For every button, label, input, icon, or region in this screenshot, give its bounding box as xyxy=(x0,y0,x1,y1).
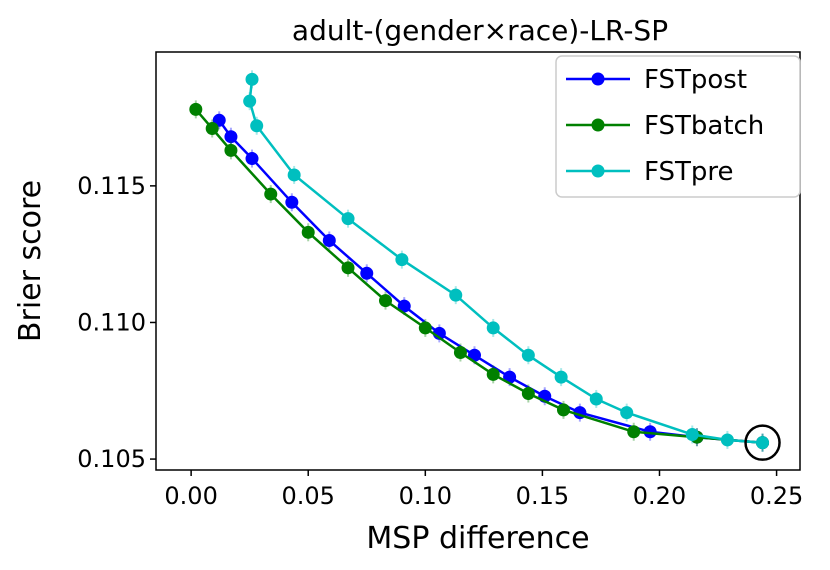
chart-title: adult-(gender×race)-LR-SP xyxy=(292,14,668,47)
y-tick-label: 0.115 xyxy=(77,172,146,200)
data-point xyxy=(453,346,467,360)
series-FSTpre xyxy=(243,70,770,452)
legend-marker xyxy=(591,118,605,132)
x-tick-label: 0.00 xyxy=(164,482,217,510)
data-point xyxy=(486,367,500,381)
highlight-circle xyxy=(744,424,781,461)
legend: FSTpost FSTbatch FSTpre xyxy=(555,55,801,198)
data-point xyxy=(397,299,411,313)
y-axis-label: Brier score xyxy=(13,180,48,342)
data-point xyxy=(243,94,257,108)
data-point xyxy=(250,119,264,133)
data-point xyxy=(287,168,301,182)
data-point xyxy=(322,234,336,248)
data-point xyxy=(224,130,238,144)
data-point xyxy=(264,187,278,201)
data-point xyxy=(554,370,568,384)
x-tick-label: 0.20 xyxy=(633,482,686,510)
data-point xyxy=(418,321,432,335)
legend-label: FSTpre xyxy=(644,157,734,187)
data-point xyxy=(756,436,770,450)
y-tick-label: 0.110 xyxy=(77,308,146,336)
data-point xyxy=(341,212,355,226)
legend-item: FSTbatch xyxy=(566,111,764,141)
legend-item: FSTpre xyxy=(566,157,734,187)
data-point xyxy=(643,425,657,439)
data-point xyxy=(589,392,603,406)
data-point xyxy=(486,321,500,335)
x-tick-label: 0.15 xyxy=(516,482,569,510)
data-point xyxy=(378,294,392,308)
data-point xyxy=(627,425,641,439)
legend-label: FSTbatch xyxy=(644,111,764,141)
data-point xyxy=(189,102,203,116)
data-point xyxy=(205,121,219,135)
data-point xyxy=(620,406,634,420)
legend-item: FSTpost xyxy=(566,65,747,95)
legend-box xyxy=(555,55,801,198)
data-point xyxy=(341,261,355,275)
plot-area xyxy=(155,51,801,471)
data-point xyxy=(685,427,699,441)
data-point xyxy=(224,143,238,157)
legend-marker xyxy=(591,72,605,86)
data-point xyxy=(720,433,734,447)
data-point xyxy=(449,288,463,302)
data-point xyxy=(360,266,374,280)
data-point xyxy=(521,387,535,401)
data-point xyxy=(395,253,409,267)
x-tick-label: 0.10 xyxy=(399,482,452,510)
x-tick-label: 0.25 xyxy=(750,482,803,510)
legend-label: FSTpost xyxy=(644,65,747,95)
data-point xyxy=(301,225,315,239)
data-point xyxy=(245,152,259,166)
x-axis-label: MSP difference xyxy=(366,521,589,556)
data-point xyxy=(245,72,259,86)
data-point xyxy=(521,348,535,362)
x-tick-label: 0.05 xyxy=(281,482,334,510)
data-point xyxy=(285,195,299,209)
legend-marker xyxy=(591,164,605,178)
series-FSTbatch xyxy=(189,100,770,452)
data-point xyxy=(556,403,570,417)
y-tick-label: 0.105 xyxy=(77,445,146,473)
